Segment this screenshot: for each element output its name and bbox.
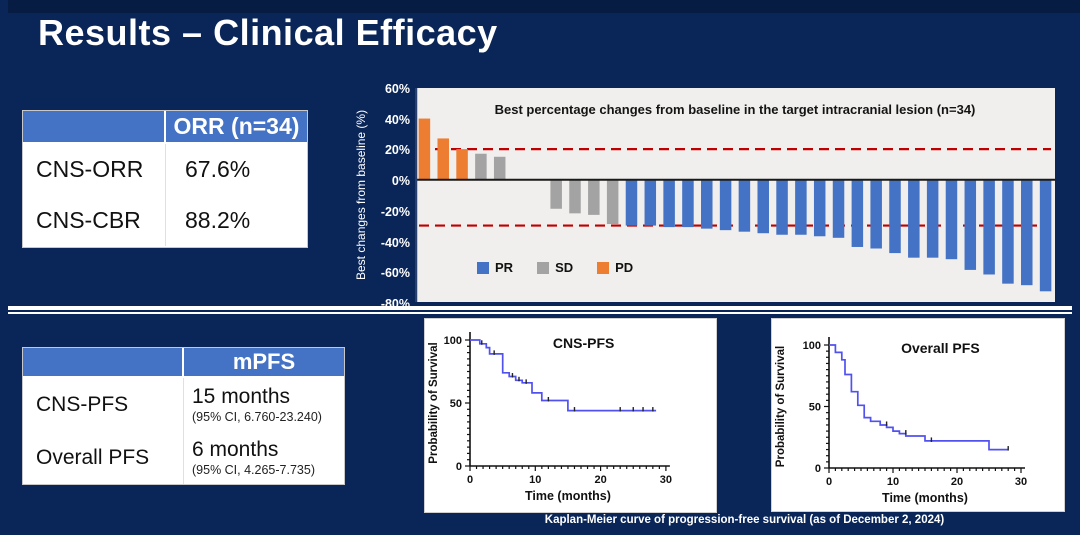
legend-item-sd: SD <box>537 260 573 275</box>
svg-text:20: 20 <box>951 476 963 488</box>
svg-text:Probability of Survival: Probability of Survival <box>428 342 440 463</box>
svg-text:10: 10 <box>887 476 899 488</box>
mpfs-row-value: 15 months (95% CI, 6.760-23.240) <box>184 378 344 431</box>
mpfs-header-empty-cell <box>23 348 184 376</box>
y-tick-label: -60% <box>380 266 410 281</box>
svg-text:0: 0 <box>467 474 473 486</box>
y-tick-label: -40% <box>380 235 410 250</box>
km-overall-pfs-plot-area: 0 50 100 0 10 20 30 Time (months) Probability of… <box>775 337 1027 505</box>
table-row: CNS-CBR 88.2% <box>23 195 307 246</box>
svg-text:Time (months): Time (months) <box>882 491 968 505</box>
figure-caption: Kaplan-Meier curve of progression-free s… <box>544 514 945 526</box>
km-cns-pfs-plot-area: 0 50 100 0 10 20 30 Time (months) Probability of… <box>428 332 672 503</box>
legend-item-pr: PR <box>477 260 513 275</box>
orr-row-label: CNS-ORR <box>23 144 166 195</box>
svg-text:0: 0 <box>815 463 821 475</box>
mpfs-value: 15 months <box>192 385 291 408</box>
y-tick-label: -20% <box>380 204 410 219</box>
orr-row-label: CNS-CBR <box>23 195 166 246</box>
orr-table-header-row: ORR (n=34) <box>23 111 307 144</box>
waterfall-title: Best percentage changes from baseline in… <box>494 102 976 117</box>
mpfs-row-label: CNS-PFS <box>23 378 184 431</box>
y-tick-label: 20% <box>384 143 410 158</box>
table-row: CNS-ORR 67.6% <box>23 144 307 195</box>
svg-text:100: 100 <box>444 335 462 347</box>
mpfs-value: 6 months <box>192 438 279 461</box>
mpfs-header-cell: mPFS <box>232 349 296 374</box>
orr-header-cell: ORR (n=34) <box>173 113 300 139</box>
svg-text:100: 100 <box>803 340 821 352</box>
svg-text:Overall PFS: Overall PFS <box>901 340 980 356</box>
orr-row-value: 88.2% <box>185 207 251 233</box>
mpfs-table-header-row: mPFS <box>23 348 344 378</box>
orr-row-value: 67.6% <box>185 156 251 182</box>
sd-swatch-icon <box>537 261 550 274</box>
legend-label: PR <box>495 260 514 275</box>
svg-text:30: 30 <box>1015 476 1027 488</box>
orr-header-empty-cell <box>23 111 166 142</box>
svg-text:Probability of Survival: Probability of Survival <box>775 346 787 467</box>
svg-text:20: 20 <box>594 474 606 486</box>
top-strip-decoration <box>8 0 1080 13</box>
legend-label: PD <box>615 260 634 275</box>
orr-table: ORR (n=34) CNS-ORR 67.6% CNS-CBR 88.2% <box>22 110 308 248</box>
legend-label: SD <box>555 260 574 275</box>
pr-swatch-icon <box>477 261 489 274</box>
svg-text:50: 50 <box>450 398 462 410</box>
y-tick-label: 40% <box>384 112 410 127</box>
waterfall-legend: PR SD PD <box>477 260 633 275</box>
svg-text:10: 10 <box>529 474 541 486</box>
legend-item-pd: PD <box>597 260 633 275</box>
waterfall-chart: Best percentage changes from baseline in… <box>414 88 1055 302</box>
section-divider <box>8 306 1072 315</box>
mpfs-confidence-interval: (95% CI, 4.265-7.735) <box>192 463 315 477</box>
table-row: Overall PFS 6 months (95% CI, 4.265-7.73… <box>23 431 344 484</box>
y-tick-label: 0% <box>391 174 410 189</box>
mpfs-row-label: Overall PFS <box>23 431 184 484</box>
svg-text:0: 0 <box>456 461 462 473</box>
svg-text:30: 30 <box>660 474 672 486</box>
waterfall-y-axis-ticks: 60% 40% 20% 0% -20% -40% -60% -80% <box>330 82 410 311</box>
mpfs-confidence-interval: (95% CI, 6.760-23.240) <box>192 410 322 424</box>
waterfall-plot-area <box>414 88 1055 302</box>
svg-text:Time (months): Time (months) <box>525 489 611 503</box>
km-overall-pfs-chart: 0 50 100 0 10 20 30 Time (months) Probability of… <box>771 318 1065 512</box>
svg-text:CNS-PFS: CNS-PFS <box>553 335 614 351</box>
table-row: CNS-PFS 15 months (95% CI, 6.760-23.240) <box>23 378 344 431</box>
y-tick-label: 60% <box>384 82 410 96</box>
mpfs-table: mPFS CNS-PFS 15 months (95% CI, 6.760-23… <box>22 347 345 485</box>
svg-text:0: 0 <box>826 476 832 488</box>
km-cns-pfs-chart: 0 50 100 0 10 20 30 Time (months) Probability of… <box>424 318 717 513</box>
svg-text:50: 50 <box>809 402 821 414</box>
mpfs-row-value: 6 months (95% CI, 4.265-7.735) <box>184 431 344 484</box>
pd-swatch-icon <box>597 261 610 274</box>
page-title: Results – Clinical Efficacy <box>38 12 498 53</box>
